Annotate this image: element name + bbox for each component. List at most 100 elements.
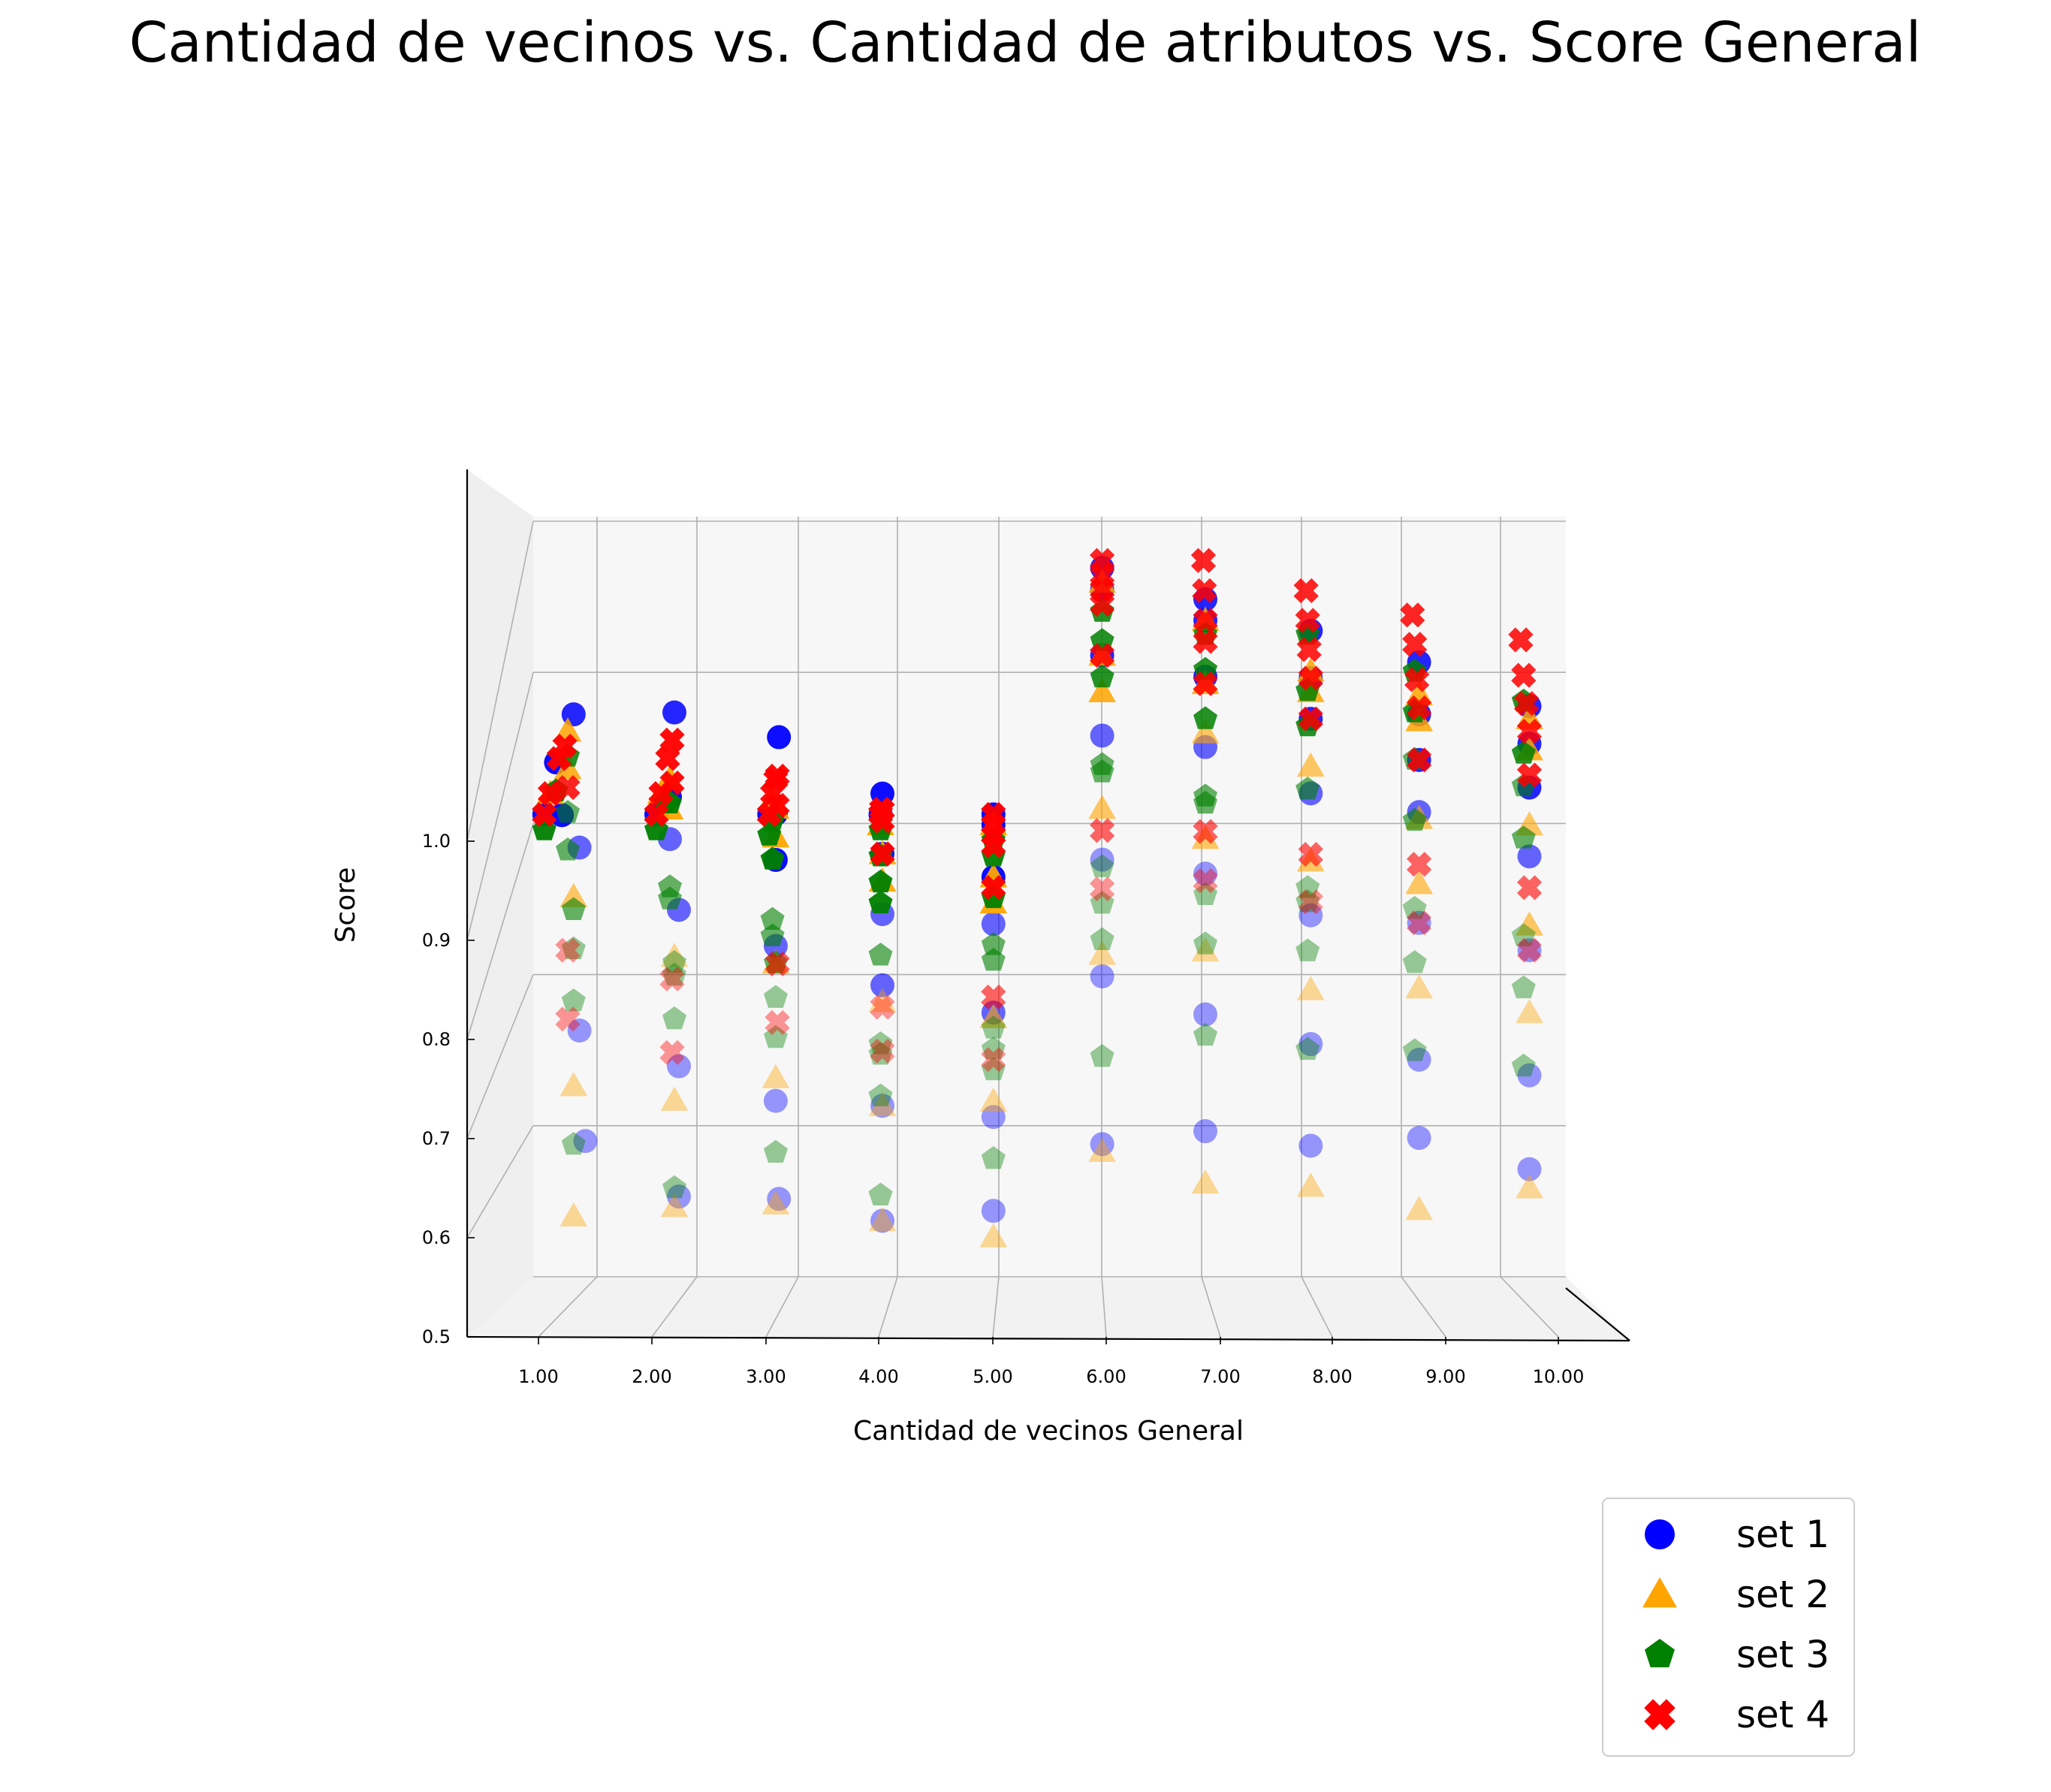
x-tick-label: 3.00 [746,1366,786,1387]
data-point [659,770,685,796]
x-tick-label: 7.00 [1200,1366,1240,1387]
grid-line-z-side [466,974,534,1139]
data-point [870,994,895,1020]
x-tick-label: 1.00 [518,1366,558,1387]
data-point [655,746,680,771]
data-point [660,1193,689,1217]
grid-line-z-side [466,520,534,842]
legend-box [1602,1498,1855,1757]
data-point [555,774,581,801]
data-point [1088,1137,1116,1162]
data-point [868,1182,893,1205]
x-tick-label: 8.00 [1312,1366,1352,1387]
data-point [1296,976,1325,1000]
data-point [981,1015,1006,1039]
pane-back [533,517,1566,1277]
data-point [560,1202,588,1227]
data-point [1511,1053,1536,1077]
data-point [763,1088,788,1113]
data-point [1193,629,1218,654]
data-point [1193,790,1217,814]
data-point [1088,795,1116,819]
data-point [981,1146,1006,1169]
grid-line-x-floor [1301,1276,1333,1338]
x-tick-label: 10.00 [1533,1366,1585,1387]
z-tick-label: 0.5 [422,1326,451,1347]
data-point [1193,819,1218,844]
data-point [1516,1174,1543,1199]
data-point [1193,608,1218,633]
data-point [763,985,788,1008]
data-point [1406,695,1432,721]
x-tick-label: 6.00 [1086,1366,1126,1387]
data-point [659,966,685,992]
data-point [662,1006,686,1030]
legend-item: set 3 [1645,1633,1829,1676]
data-point [1405,1196,1433,1220]
data-point [660,1086,689,1111]
data-point [1517,844,1542,869]
data-point [1298,903,1323,928]
data-point [870,1038,895,1064]
z-tick-label: 0.8 [422,1029,451,1050]
z-axis-ticks: 0.5 0.6 0.7 0.8 0.9 1.0 [422,831,475,1347]
data-point [1296,1172,1325,1197]
series-set-4 [532,548,1543,1072]
grid-line-x-floor [992,1276,1000,1338]
data-point [870,808,895,834]
data-point [1295,777,1320,800]
data-point [644,801,669,827]
data-point [981,833,1006,858]
data-point [762,1190,790,1215]
data-point [552,733,578,759]
data-point [1090,847,1114,872]
data-point [1511,975,1536,999]
legend-marker [1645,1639,1675,1667]
data-point [981,1036,1006,1060]
data-point [1516,999,1543,1024]
data-point [1191,937,1220,962]
data-point [763,1024,788,1048]
data-point [1193,1002,1217,1027]
data-points [532,548,1543,1247]
data-point [981,912,1006,937]
data-point [1508,627,1534,653]
data-point [1402,950,1427,973]
data-point [1406,852,1432,877]
data-point [560,882,588,907]
data-point [561,988,586,1012]
data-point [1516,719,1543,744]
data-point [1402,895,1427,919]
data-point [1089,818,1115,843]
data-point [659,1039,685,1066]
data-point [1295,889,1320,913]
data-point [1193,1119,1217,1144]
data-point [1090,1132,1114,1157]
data-point [1407,910,1431,935]
data-point [1090,1044,1114,1067]
data-point [1517,1157,1542,1181]
legend-label: set 1 [1736,1513,1829,1556]
data-point [868,1042,893,1065]
data-point [868,1091,897,1117]
data-point [573,1129,598,1154]
data-point [1511,825,1536,849]
data-point [1295,608,1320,633]
data-point [1405,974,1433,999]
data-point [1402,1038,1427,1061]
data-point [1517,938,1542,963]
data-point [662,950,686,973]
data-point [1400,602,1425,628]
x-axis-ticks: 1.00 2.00 3.00 4.00 5.00 6.00 7.00 8.00 9.00 10.0… [518,1337,1584,1387]
data-point [1516,875,1543,901]
data-point [1088,677,1116,702]
data-point [760,846,785,870]
pane-floor [467,1277,1630,1341]
data-point [1517,1063,1542,1088]
data-point [1406,910,1432,936]
x-tick-label: 5.00 [973,1366,1012,1387]
data-point [1298,889,1323,915]
y-axis-line [1565,1287,1630,1341]
data-point [556,837,580,861]
data-point [870,1208,894,1233]
